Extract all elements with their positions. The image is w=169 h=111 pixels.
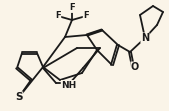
Text: NH: NH: [61, 80, 76, 89]
Text: O: O: [131, 62, 139, 72]
Text: N: N: [141, 33, 149, 43]
Text: F: F: [69, 4, 75, 13]
Text: F: F: [55, 12, 61, 21]
Text: S: S: [15, 92, 23, 102]
Text: F: F: [83, 12, 89, 21]
